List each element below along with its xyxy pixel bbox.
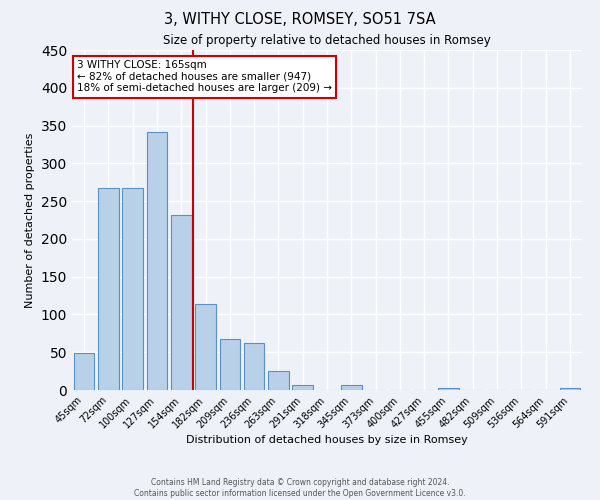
Y-axis label: Number of detached properties: Number of detached properties [25,132,35,308]
Text: 3 WITHY CLOSE: 165sqm
← 82% of detached houses are smaller (947)
18% of semi-det: 3 WITHY CLOSE: 165sqm ← 82% of detached … [77,60,332,94]
Bar [122,188,143,390]
Bar [171,216,191,390]
Bar [98,188,119,390]
Bar [74,353,94,390]
Bar [146,132,167,390]
Bar [438,388,459,390]
Bar [560,388,580,390]
Bar [268,371,289,390]
Text: Contains HM Land Registry data © Crown copyright and database right 2024.
Contai: Contains HM Land Registry data © Crown c… [134,478,466,498]
Text: 3, WITHY CLOSE, ROMSEY, SO51 7SA: 3, WITHY CLOSE, ROMSEY, SO51 7SA [164,12,436,28]
Title: Size of property relative to detached houses in Romsey: Size of property relative to detached ho… [163,34,491,48]
Bar [341,386,362,390]
Bar [195,304,216,390]
X-axis label: Distribution of detached houses by size in Romsey: Distribution of detached houses by size … [186,436,468,446]
Bar [244,343,265,390]
Bar [292,386,313,390]
Bar [220,338,240,390]
